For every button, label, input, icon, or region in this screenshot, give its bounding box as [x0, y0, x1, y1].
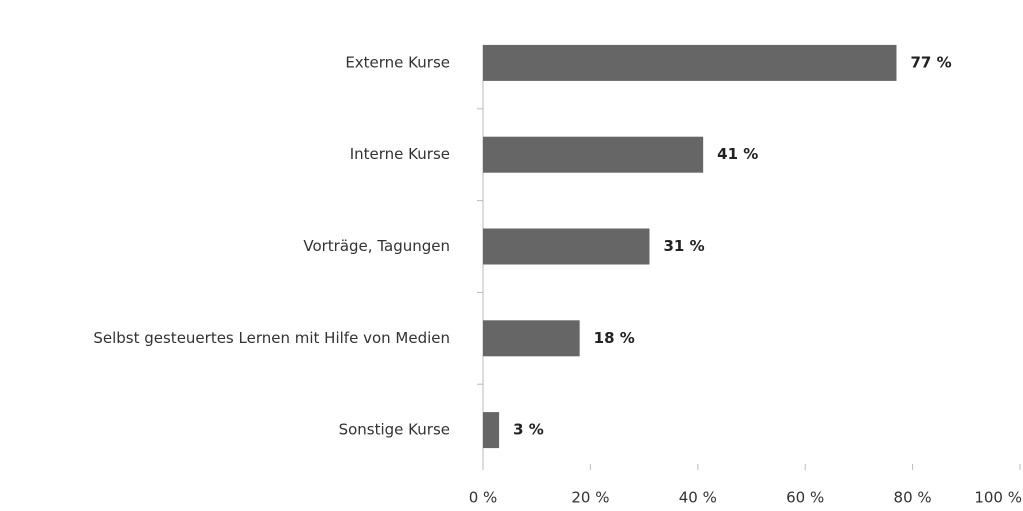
data-label: 3 %: [513, 421, 544, 439]
data-label: 41 %: [717, 145, 758, 163]
x-tick-label: 60 %: [786, 489, 824, 507]
y-tick-label: Selbst gesteuertes Lernen mit Hilfe von …: [93, 329, 450, 347]
y-tick-label: Interne Kurse: [350, 145, 450, 163]
y-tick-label: Sonstige Kurse: [339, 421, 450, 439]
bar: [483, 412, 500, 449]
bar: [483, 136, 704, 173]
y-tick-label: Vorträge, Tagungen: [303, 237, 450, 255]
data-label: 31 %: [663, 237, 704, 255]
x-tick-label: 100 %: [974, 489, 1022, 507]
bar: [483, 228, 650, 265]
x-tick-label: 40 %: [679, 489, 717, 507]
data-label: 18 %: [594, 329, 635, 347]
x-tick-label: 20 %: [571, 489, 609, 507]
bar: [483, 320, 580, 357]
y-tick-label: Externe Kurse: [345, 53, 450, 71]
data-label: 77 %: [910, 53, 951, 71]
x-tick-label: 80 %: [894, 489, 932, 507]
bar: [483, 44, 897, 81]
x-tick-label: 0 %: [469, 489, 498, 507]
